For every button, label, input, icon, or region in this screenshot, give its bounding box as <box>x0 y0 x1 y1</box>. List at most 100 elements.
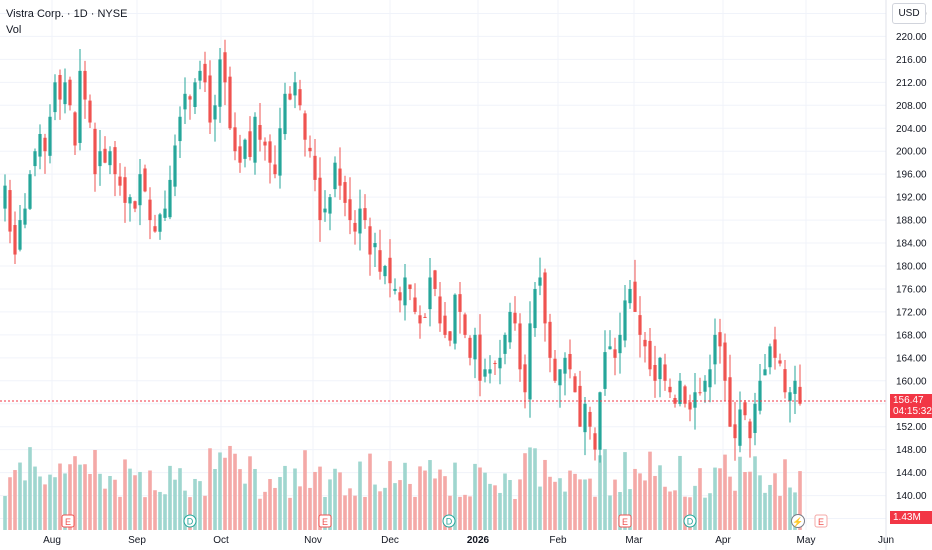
candle-body <box>253 116 257 163</box>
candle-body <box>68 79 72 106</box>
volume-bar <box>433 478 437 530</box>
candle-body <box>433 270 437 289</box>
volume-bar <box>758 475 762 530</box>
volume-bar <box>473 463 477 530</box>
candle-body <box>323 208 327 213</box>
volume-bar <box>578 479 582 530</box>
volume-bar <box>228 445 232 530</box>
volume-bar <box>533 448 537 530</box>
candle-body <box>583 403 587 433</box>
candle-body <box>483 369 487 377</box>
time-tick-label: Apr <box>715 535 731 546</box>
volume-bar <box>58 463 62 530</box>
candle-body <box>43 137 47 152</box>
volume-bar <box>688 497 692 530</box>
volume-bar <box>413 496 417 530</box>
candle-body <box>153 226 157 232</box>
price-axis[interactable]: 224.00220.00216.00212.00208.00204.00200.… <box>885 0 927 550</box>
candle-body <box>53 82 57 113</box>
volume-bar <box>768 484 772 530</box>
volume-bar <box>313 471 317 530</box>
volume-bar <box>503 473 507 530</box>
volume-bar <box>648 451 652 530</box>
candle-body <box>448 331 452 341</box>
volume-bar <box>193 478 197 530</box>
volume-bar <box>18 462 22 530</box>
time-tick-label: Sep <box>128 535 146 546</box>
volume-bar <box>33 466 37 530</box>
volume-bar <box>213 468 217 530</box>
volume-bar <box>48 474 52 530</box>
volume-bar <box>488 483 492 530</box>
earnings-icon <box>61 514 75 528</box>
currency-button[interactable]: USD <box>892 3 926 24</box>
price-tick-label: 200.00 <box>896 147 927 158</box>
volume-bar <box>363 496 367 530</box>
volume-bar <box>173 479 177 530</box>
volume-bar <box>348 488 352 530</box>
volume-bar <box>393 483 397 530</box>
candle-body <box>163 208 167 218</box>
candle-body <box>233 127 237 152</box>
candle-body <box>23 208 27 225</box>
candle-body <box>358 208 362 234</box>
candle-body <box>733 424 737 439</box>
candle-body <box>753 403 757 433</box>
candle-body <box>573 376 577 393</box>
candle-body <box>18 220 22 250</box>
volume-bar <box>628 489 632 530</box>
last-price: 156.47 <box>893 395 924 407</box>
time-tick-label: Jun <box>878 535 894 546</box>
volume-bar <box>603 449 607 530</box>
candle-body <box>738 409 742 446</box>
candle-body <box>773 339 777 358</box>
volume-bar <box>68 464 72 530</box>
volume-bar <box>713 467 717 530</box>
split-icon-glyph: ⚡ <box>792 516 803 528</box>
candle-body <box>533 288 537 329</box>
volume-bar <box>238 469 242 530</box>
price-tick-label: 144.00 <box>896 468 927 479</box>
candle-body <box>228 76 232 129</box>
volume-bar <box>233 453 237 530</box>
earnings-icon <box>318 514 332 528</box>
candle-body <box>148 199 152 221</box>
price-tick-label: 180.00 <box>896 262 927 273</box>
candle-body <box>513 312 517 324</box>
dividend-icon-glyph: D <box>187 517 194 527</box>
candle-body <box>408 284 412 289</box>
candle-body <box>623 300 627 341</box>
volume-bar <box>208 448 212 530</box>
time-tick-label: 2026 <box>467 535 490 546</box>
candle-body <box>718 332 722 347</box>
volume-bar <box>588 478 592 530</box>
candle-body <box>33 151 37 167</box>
volume-bar <box>23 480 27 530</box>
time-tick-label: Nov <box>304 535 322 546</box>
time-axis[interactable]: Aug Sep Oct Nov Dec 2026 Feb Mar Apr May Jun <box>43 535 894 546</box>
candle-body <box>198 70 202 81</box>
volume-bar <box>593 496 597 530</box>
candle-body <box>143 168 147 192</box>
volume-bar <box>483 472 487 530</box>
volume-bar <box>723 454 727 530</box>
volume-bar <box>653 475 657 530</box>
volume-bar <box>643 480 647 530</box>
volume-bar <box>118 496 122 530</box>
volume-bar <box>608 495 612 530</box>
candle-body <box>263 141 267 146</box>
candle-body <box>333 162 337 190</box>
volume-bar <box>613 479 617 530</box>
candle-body <box>638 315 642 335</box>
candle-body <box>373 243 377 248</box>
price-tick-label: 220.00 <box>896 32 927 43</box>
volume-bar <box>703 497 707 530</box>
volume-bar <box>148 470 152 530</box>
volume-bar <box>98 473 102 530</box>
volume-bar <box>288 497 292 530</box>
volume-bar <box>383 487 387 530</box>
volume-bar <box>793 492 797 530</box>
candle-body <box>748 421 752 439</box>
candle-body <box>248 131 252 157</box>
